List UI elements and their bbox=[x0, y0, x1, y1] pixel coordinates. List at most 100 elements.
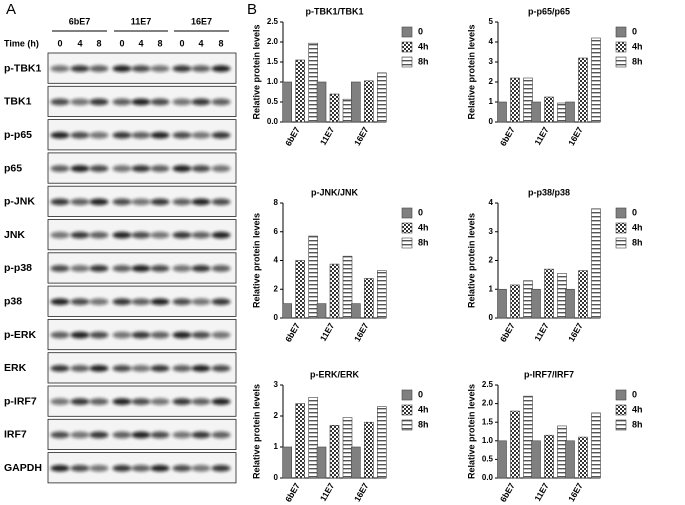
band bbox=[211, 431, 231, 439]
bar bbox=[578, 57, 588, 123]
chart-title: p-JNK/JNK bbox=[311, 187, 359, 197]
x-tick-label: 11E7 bbox=[318, 321, 336, 343]
band bbox=[50, 331, 70, 339]
row-label: p65 bbox=[4, 162, 22, 174]
band bbox=[191, 431, 211, 439]
y-tick-label: 0 bbox=[489, 117, 494, 126]
legend-swatch bbox=[401, 41, 413, 53]
band bbox=[50, 265, 70, 272]
band bbox=[172, 131, 192, 139]
band bbox=[89, 131, 109, 139]
y-tick-label: 2 bbox=[489, 256, 494, 265]
legend-label: 8h bbox=[418, 237, 429, 247]
band bbox=[112, 165, 132, 172]
band bbox=[50, 231, 70, 239]
y-tick-label: 0 bbox=[489, 313, 494, 322]
y-tick-label: 8 bbox=[274, 198, 279, 207]
bar bbox=[557, 425, 567, 479]
bar bbox=[377, 406, 387, 479]
band bbox=[172, 231, 192, 239]
band bbox=[112, 265, 132, 272]
band bbox=[50, 464, 70, 472]
panel-label: A bbox=[6, 1, 16, 18]
row-label: p-ERK bbox=[4, 329, 36, 341]
band bbox=[112, 65, 132, 73]
x-tick-label: 6bE7 bbox=[283, 125, 302, 148]
band bbox=[112, 431, 132, 439]
band bbox=[50, 98, 70, 106]
row-label: p-TBK1 bbox=[4, 62, 41, 74]
y-tick-label: 2 bbox=[274, 284, 279, 293]
time-point: 4 bbox=[138, 38, 143, 48]
bar bbox=[510, 284, 520, 319]
band bbox=[89, 464, 109, 472]
bar bbox=[565, 101, 575, 123]
legend-swatch bbox=[615, 237, 627, 249]
chart-title: p-IRF7/IRF7 bbox=[524, 369, 574, 379]
bar bbox=[591, 208, 601, 319]
bar bbox=[591, 412, 601, 479]
y-axis-label: Relative protein levels bbox=[466, 213, 476, 308]
band bbox=[172, 98, 192, 106]
x-tick-label: 6bE7 bbox=[283, 321, 302, 344]
band bbox=[191, 198, 211, 206]
legend-label: 4h bbox=[418, 404, 429, 414]
band bbox=[191, 98, 211, 106]
bar bbox=[531, 288, 541, 319]
legend-label: 4h bbox=[418, 41, 429, 51]
y-tick-label: 1 bbox=[274, 442, 279, 451]
legend-swatch bbox=[401, 207, 413, 219]
bar bbox=[531, 440, 541, 479]
legend-label: 4h bbox=[632, 404, 643, 414]
band bbox=[89, 398, 109, 406]
y-tick-label: 6 bbox=[274, 227, 279, 236]
bar bbox=[531, 101, 541, 123]
bar bbox=[544, 434, 554, 479]
legend-swatch bbox=[401, 26, 413, 38]
band bbox=[50, 65, 70, 73]
bar bbox=[364, 80, 374, 123]
bar bbox=[523, 280, 533, 319]
legend-swatch bbox=[401, 389, 413, 401]
band bbox=[112, 298, 132, 306]
y-tick-label: 1.5 bbox=[482, 417, 494, 426]
legend-swatch bbox=[615, 222, 627, 234]
bar bbox=[295, 260, 305, 319]
bar bbox=[578, 436, 588, 479]
chart-title: p-ERK/ERK bbox=[310, 369, 359, 379]
band bbox=[172, 265, 192, 272]
x-tick-label: 16E7 bbox=[566, 481, 585, 503]
band bbox=[89, 298, 109, 306]
bar bbox=[329, 93, 340, 123]
y-tick-label: 1.5 bbox=[267, 57, 279, 66]
band bbox=[191, 265, 211, 272]
band bbox=[150, 98, 170, 106]
band bbox=[131, 131, 151, 139]
band bbox=[172, 298, 192, 306]
band bbox=[89, 364, 109, 372]
band bbox=[70, 464, 90, 472]
band bbox=[70, 298, 90, 306]
time-point: 4 bbox=[198, 38, 203, 48]
bar bbox=[342, 98, 353, 123]
band bbox=[70, 65, 90, 73]
bar bbox=[544, 96, 554, 123]
bar bbox=[316, 303, 327, 319]
legend-swatch bbox=[615, 389, 627, 401]
legend-swatch bbox=[615, 41, 627, 53]
band bbox=[50, 131, 70, 139]
band bbox=[70, 98, 90, 106]
time-point: 8 bbox=[157, 38, 162, 48]
bar bbox=[591, 37, 601, 123]
group-label: 6bE7 bbox=[69, 16, 91, 26]
band bbox=[131, 398, 151, 406]
band bbox=[150, 165, 170, 172]
legend-swatch bbox=[401, 222, 413, 234]
band bbox=[112, 331, 132, 339]
legend-swatch bbox=[401, 419, 413, 431]
band bbox=[150, 431, 170, 439]
band bbox=[50, 364, 70, 372]
band bbox=[89, 231, 109, 239]
band bbox=[70, 265, 90, 272]
legend-label: 8h bbox=[632, 56, 643, 66]
